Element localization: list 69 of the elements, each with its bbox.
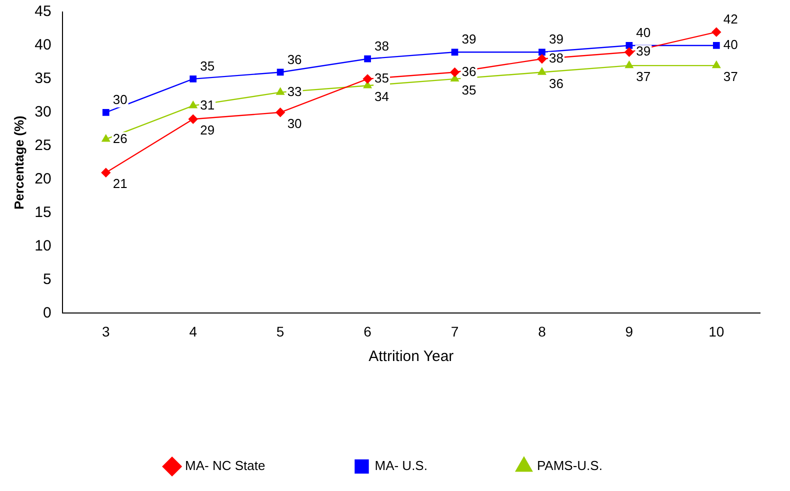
data-label: 35 (374, 70, 390, 86)
point (537, 54, 547, 64)
point (102, 134, 110, 142)
y-tick-label: 15 (34, 204, 52, 221)
point (189, 101, 198, 108)
data-label: 40 (723, 37, 738, 52)
data-label: 29 (200, 122, 215, 138)
data-label: 37 (636, 69, 651, 84)
y-tick-label: 40 (34, 36, 52, 54)
data-label: 39 (636, 44, 651, 59)
y-tick-label: 20 (34, 170, 52, 188)
data-label: 33 (287, 84, 302, 99)
data-label: 36 (287, 52, 302, 67)
data-label: 35 (200, 58, 215, 74)
y-tick-label: 0 (42, 304, 52, 322)
point (712, 60, 720, 68)
data-label: 37 (723, 69, 738, 84)
x-tick-label: 5 (276, 323, 284, 340)
x-tick-label: 6 (364, 323, 372, 340)
point (102, 108, 110, 116)
legend-label: MA- U.S. (374, 458, 428, 474)
data-label: 38 (374, 38, 390, 54)
y-tick-label: 5 (42, 270, 52, 288)
data-label: 31 (200, 97, 215, 112)
data-label: 30 (112, 92, 128, 107)
x-tick-label: 4 (189, 323, 198, 340)
data-label: 34 (374, 89, 390, 104)
point (538, 48, 546, 56)
point (712, 42, 720, 49)
point (624, 48, 634, 57)
point (450, 68, 460, 77)
x-tick-label: 7 (450, 323, 459, 340)
data-label: 38 (548, 50, 564, 66)
legend-label: MA- NC State (185, 458, 266, 474)
x-tick-label: 9 (625, 323, 634, 340)
point (190, 76, 197, 82)
point (362, 74, 372, 84)
y-axis-title: Percentage (%) (11, 116, 26, 210)
point (276, 108, 285, 117)
legend-label: PAMS-U.S. (536, 458, 602, 474)
y-tick-label: 10 (34, 237, 52, 254)
y-tick-label: 45 (34, 3, 52, 20)
data-label: 42 (723, 12, 738, 27)
point (538, 68, 546, 75)
x-tick-label: 8 (538, 323, 546, 340)
point (712, 27, 721, 37)
y-tick-label: 35 (34, 70, 52, 88)
data-label: 39 (548, 32, 564, 47)
point (276, 68, 284, 76)
x-tick-label: 3 (102, 323, 110, 340)
data-label: 26 (112, 130, 128, 146)
data-label: 35 (462, 82, 476, 98)
data-label: 30 (287, 116, 302, 131)
y-tick-label: 25 (34, 137, 52, 154)
point (626, 42, 633, 49)
data-label: 36 (462, 64, 476, 79)
data-label: 40 (636, 25, 651, 40)
x-tick-label: 10 (708, 323, 724, 340)
point (276, 88, 284, 95)
data-label: 36 (548, 76, 564, 91)
point (188, 114, 198, 124)
data-label: 21 (112, 176, 128, 192)
point (364, 55, 371, 62)
x-axis-title: Attrition Year (368, 348, 454, 366)
data-label: 39 (462, 32, 476, 47)
point (451, 48, 458, 56)
point (625, 60, 634, 68)
y-tick-label: 30 (34, 104, 52, 121)
point (101, 168, 110, 178)
